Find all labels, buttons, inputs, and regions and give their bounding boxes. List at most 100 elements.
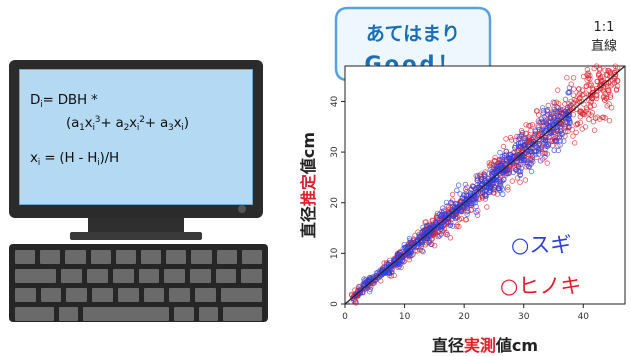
point-hinoki bbox=[581, 91, 587, 98]
point-hinoki bbox=[590, 118, 597, 125]
point-sugi bbox=[438, 220, 445, 226]
point-sugi bbox=[434, 210, 441, 217]
point-sugi bbox=[542, 140, 549, 146]
point-hinoki bbox=[576, 98, 583, 104]
point-sugi bbox=[509, 159, 515, 166]
point-hinoki bbox=[613, 87, 620, 93]
y-axis-label: 直径推定値cm bbox=[300, 132, 318, 238]
point-hinoki bbox=[593, 93, 599, 99]
point-sugi bbox=[454, 187, 460, 193]
point-sugi bbox=[493, 162, 500, 168]
point-sugi bbox=[402, 250, 409, 256]
point-hinoki bbox=[533, 108, 540, 114]
y-tick-label: 10 bbox=[330, 247, 340, 259]
formula-line-1: Di= DBH * bbox=[30, 92, 98, 110]
point-sugi bbox=[521, 157, 527, 163]
point-hinoki bbox=[589, 110, 596, 116]
computer-illustration: Di= DBH * (a1xi3+ a2xi2+ a3xi) xi = (H -… bbox=[0, 0, 300, 356]
point-sugi bbox=[487, 166, 493, 173]
point-sugi bbox=[477, 181, 483, 187]
point-sugi bbox=[473, 203, 479, 210]
point-hinoki bbox=[505, 187, 511, 193]
point-hinoki bbox=[449, 191, 456, 198]
point-sugi bbox=[547, 114, 553, 121]
point-sugi bbox=[499, 186, 506, 192]
x-axis-ticks: 0 10 20 30 40 bbox=[342, 304, 589, 322]
point-hinoki bbox=[599, 114, 606, 121]
point-hinoki bbox=[584, 66, 591, 73]
point-sugi bbox=[540, 107, 546, 114]
point-sugi bbox=[473, 209, 479, 215]
point-hinoki bbox=[577, 108, 583, 115]
callout-line-1: あてはまり bbox=[366, 23, 460, 45]
x-tick-label: 20 bbox=[458, 312, 470, 322]
point-sugi bbox=[514, 158, 520, 164]
point-sugi bbox=[523, 146, 529, 153]
point-sugi bbox=[566, 89, 572, 96]
point-sugi bbox=[539, 105, 546, 111]
point-sugi bbox=[554, 124, 561, 130]
point-sugi bbox=[481, 171, 487, 177]
point-hinoki bbox=[585, 75, 592, 81]
point-sugi bbox=[409, 240, 415, 247]
point-sugi bbox=[478, 182, 484, 188]
point-sugi bbox=[544, 107, 550, 114]
point-sugi bbox=[503, 157, 510, 163]
point-sugi bbox=[453, 215, 459, 222]
point-sugi bbox=[567, 119, 573, 125]
formula-line-2: (a1xi3+ a2xi2+ a3xi) bbox=[66, 115, 189, 133]
point-hinoki bbox=[588, 98, 594, 104]
point-sugi bbox=[459, 208, 465, 215]
point-sugi bbox=[360, 281, 366, 287]
point-sugi bbox=[551, 147, 557, 153]
point-sugi bbox=[423, 224, 430, 230]
y-tick-label: 30 bbox=[330, 146, 340, 158]
point-sugi bbox=[397, 261, 403, 268]
point-sugi bbox=[527, 148, 534, 155]
point-hinoki bbox=[529, 122, 536, 128]
point-sugi bbox=[462, 181, 469, 188]
point-sugi bbox=[501, 177, 507, 183]
point-sugi bbox=[536, 151, 542, 157]
point-hinoki bbox=[488, 161, 494, 168]
point-hinoki bbox=[366, 289, 373, 295]
point-sugi bbox=[474, 177, 480, 184]
point-sugi bbox=[386, 263, 393, 270]
point-sugi bbox=[406, 235, 413, 242]
legend-sugi: ○スギ bbox=[511, 233, 571, 257]
point-sugi bbox=[553, 117, 559, 124]
point-sugi bbox=[543, 120, 550, 126]
point-hinoki bbox=[602, 67, 608, 73]
point-sugi bbox=[519, 129, 526, 136]
point-sugi bbox=[447, 222, 453, 229]
point-sugi bbox=[529, 150, 535, 156]
point-hinoki bbox=[591, 65, 597, 72]
point-sugi bbox=[396, 251, 402, 257]
legend-hinoki-label: ヒノキ bbox=[518, 274, 581, 298]
point-sugi bbox=[537, 158, 544, 164]
point-sugi bbox=[507, 152, 514, 158]
point-sugi bbox=[469, 183, 476, 190]
point-sugi bbox=[451, 207, 457, 213]
point-sugi bbox=[510, 169, 516, 175]
point-sugi bbox=[542, 134, 549, 141]
point-sugi bbox=[526, 164, 532, 170]
x-tick-label: 30 bbox=[518, 312, 530, 322]
point-sugi bbox=[419, 229, 425, 236]
point-hinoki bbox=[586, 82, 592, 88]
point-sugi bbox=[415, 240, 421, 246]
point-hinoki bbox=[509, 178, 515, 184]
point-hinoki bbox=[583, 83, 589, 90]
point-hinoki bbox=[535, 112, 542, 118]
point-sugi bbox=[496, 178, 502, 185]
point-sugi bbox=[491, 162, 497, 168]
point-hinoki bbox=[594, 92, 600, 98]
point-sugi bbox=[458, 207, 464, 214]
point-sugi bbox=[420, 248, 426, 255]
point-sugi bbox=[425, 236, 431, 242]
point-sugi bbox=[517, 171, 523, 178]
point-hinoki bbox=[505, 184, 511, 190]
point-sugi bbox=[561, 138, 567, 144]
point-hinoki bbox=[492, 154, 498, 161]
